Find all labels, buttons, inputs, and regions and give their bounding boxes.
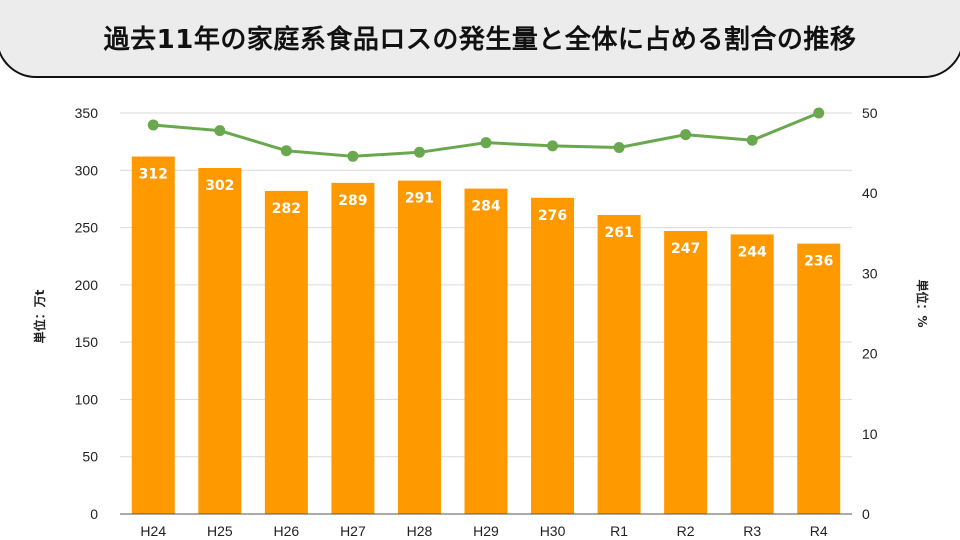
line-point bbox=[480, 137, 492, 149]
x-tick-label: R4 bbox=[810, 523, 828, 539]
y-tick-label: 100 bbox=[75, 391, 99, 407]
y-tick-label: 300 bbox=[75, 162, 99, 178]
bar-data-label: 312 bbox=[139, 167, 168, 183]
bar bbox=[464, 188, 508, 515]
bar-data-label: 276 bbox=[538, 208, 567, 224]
title-banner bbox=[0, 0, 960, 78]
y2-tick-label: 20 bbox=[862, 346, 878, 362]
bar-data-label: 244 bbox=[738, 244, 767, 260]
y-axis-title: 単位：万t bbox=[32, 289, 47, 343]
bar bbox=[730, 234, 774, 514]
x-tick-label: H25 bbox=[207, 523, 233, 539]
line-point bbox=[680, 129, 692, 141]
bar bbox=[264, 190, 308, 514]
bar-data-label: 302 bbox=[205, 178, 234, 194]
y2-tick-label: 50 bbox=[862, 105, 878, 121]
x-tick-label: R3 bbox=[743, 523, 761, 539]
y2-axis-title: 単位：% bbox=[915, 279, 930, 327]
bar bbox=[397, 180, 441, 514]
bar-data-label: 261 bbox=[604, 225, 633, 241]
y-tick-label: 150 bbox=[75, 334, 99, 350]
y-tick-label: 50 bbox=[82, 449, 98, 465]
line-point bbox=[347, 150, 359, 162]
y2-tick-label: 10 bbox=[862, 426, 878, 442]
line-series bbox=[153, 111, 820, 158]
y2-tick-label: 0 bbox=[862, 506, 870, 522]
x-tick-label: H27 bbox=[340, 523, 366, 539]
line-point bbox=[214, 125, 226, 137]
y-tick-label: 0 bbox=[90, 506, 98, 522]
line-point bbox=[746, 134, 758, 146]
bar bbox=[131, 156, 175, 514]
bar-data-label: 282 bbox=[272, 201, 301, 217]
line-point bbox=[147, 119, 159, 131]
bar bbox=[531, 197, 575, 515]
chart-title: 過去11年の家庭系食品ロスの発生量と全体に占める割合の推移 bbox=[103, 24, 857, 55]
x-tick-label: R1 bbox=[610, 523, 628, 539]
x-tick-label: H28 bbox=[407, 523, 433, 539]
line-point bbox=[547, 140, 559, 152]
y-tick-label: 350 bbox=[75, 105, 99, 121]
line-point bbox=[613, 141, 625, 153]
bar-data-label: 284 bbox=[471, 199, 500, 215]
x-tick-label: H29 bbox=[473, 523, 499, 539]
x-tick-label: H24 bbox=[140, 523, 166, 539]
line-point bbox=[280, 145, 292, 157]
y-tick-label: 200 bbox=[75, 277, 99, 293]
x-tick-label: R2 bbox=[677, 523, 695, 539]
bar bbox=[597, 214, 641, 514]
line-point bbox=[413, 146, 425, 158]
y2-tick-label: 30 bbox=[862, 265, 878, 281]
x-tick-label: H30 bbox=[540, 523, 566, 539]
bar-data-label: 291 bbox=[405, 191, 434, 207]
bar bbox=[797, 243, 841, 514]
bar bbox=[331, 182, 375, 515]
bar-data-label: 289 bbox=[338, 193, 367, 209]
bar-data-label: 247 bbox=[671, 241, 700, 257]
y2-tick-label: 40 bbox=[862, 185, 878, 201]
x-tick-label: H26 bbox=[274, 523, 300, 539]
bar bbox=[198, 167, 242, 514]
y-tick-label: 250 bbox=[75, 220, 99, 236]
line-point bbox=[813, 107, 825, 119]
bar-data-label: 236 bbox=[804, 254, 833, 270]
bar bbox=[664, 231, 708, 514]
